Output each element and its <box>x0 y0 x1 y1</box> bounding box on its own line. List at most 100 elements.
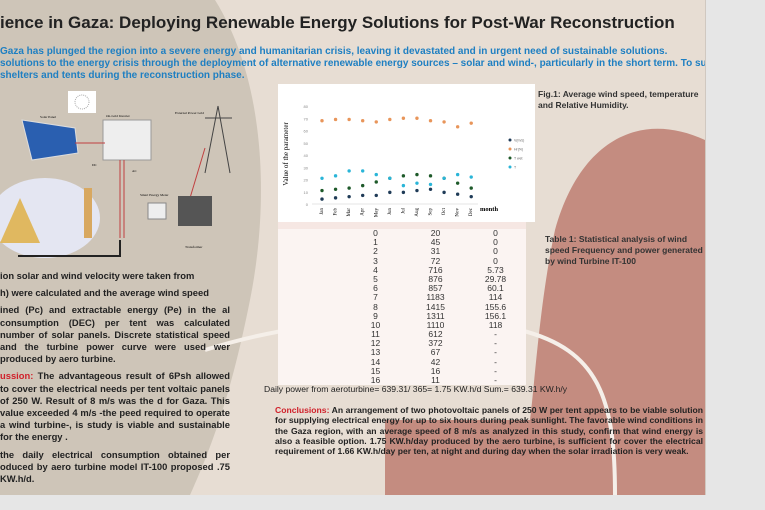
data-point <box>428 182 433 187</box>
table-cell: 1183 <box>426 292 445 303</box>
data-point <box>333 187 338 191</box>
table-row: 9 1311 156.1 <box>278 310 526 321</box>
data-point <box>320 197 324 201</box>
data-point <box>374 172 378 177</box>
table-cell: 9 <box>373 310 378 321</box>
data-point <box>469 121 473 125</box>
table-row: 1 45 0 <box>278 237 526 248</box>
label-meter: Smart Energy Meter <box>140 193 169 197</box>
table-cell <box>278 266 348 275</box>
label-solar-panel: Solar Panel <box>40 115 56 119</box>
table-cell: 11 <box>431 375 440 385</box>
table-row: 14 42 - <box>278 356 526 367</box>
x-axis-label: month <box>480 206 498 213</box>
data-point <box>428 174 433 178</box>
x-tick-label: Jan <box>320 208 325 215</box>
table-row: 10 1110 118 <box>278 319 526 330</box>
energy-meter-icon <box>147 202 167 220</box>
table-cell: 4 <box>373 264 378 275</box>
data-point <box>320 188 324 193</box>
text-span: The advantageous result of 6Psh allowed … <box>0 370 230 443</box>
y-tick-label: 50 <box>304 141 309 146</box>
data-point <box>415 181 419 185</box>
data-point <box>415 172 419 177</box>
data-point <box>360 169 365 173</box>
table-cell: 14 <box>370 356 381 367</box>
person-icon <box>84 188 92 238</box>
tent-icon <box>0 198 40 243</box>
label-inverter: On-Grid Inverter <box>106 114 131 118</box>
y-tick-label: 0 <box>306 202 309 207</box>
table-cell: 156.1 <box>484 310 507 321</box>
legend-marker <box>508 147 512 151</box>
conclusions-text: An arrangement of two photovoltaic panel… <box>275 405 703 457</box>
y-tick-label: 60 <box>304 129 309 134</box>
table-row: 7 1183 114 <box>278 293 526 302</box>
decorative-shape <box>385 128 705 495</box>
data-point <box>374 120 378 124</box>
data-point <box>374 180 378 184</box>
legend-label: T wet <box>514 157 523 161</box>
legend-label: Hr(%) <box>514 148 523 152</box>
table-header <box>278 222 526 229</box>
table-cell <box>278 348 348 357</box>
table-cell: - <box>494 356 497 367</box>
energy-system-illustration: Solar Panel On-Grid Inverter External Po… <box>0 91 232 258</box>
table-row: 11 612 - <box>278 329 526 339</box>
x-tick-label: Mar <box>347 208 352 217</box>
y-tick-label: 80 <box>304 104 309 109</box>
data-point <box>347 169 351 173</box>
table-cell: 1110 <box>426 319 445 330</box>
data-point <box>442 190 446 195</box>
table-cell: 0 <box>493 237 498 248</box>
table-cell: 16 <box>370 375 381 385</box>
data-point <box>415 188 419 193</box>
table-cell: 857 <box>428 283 443 294</box>
methods-results-text: ion solar and wind velocity were taken f… <box>0 270 230 490</box>
table-cell: - <box>494 347 497 358</box>
table-cell <box>278 321 348 330</box>
data-point <box>360 119 365 123</box>
x-tick-label: Aug <box>415 208 420 217</box>
table-row: 15 16 - <box>278 365 526 376</box>
table-cell <box>278 339 348 348</box>
table-cell: 716 <box>428 264 443 275</box>
table-cell: 372 <box>428 338 443 349</box>
table-cell: 16 <box>430 365 441 376</box>
results-paragraph: ussion: The advantageous result of 6Psh … <box>0 370 230 443</box>
table-cell: 10 <box>370 319 381 330</box>
data-point <box>333 196 338 200</box>
table-cell: 5.73 <box>487 264 504 275</box>
table-cell: 0 <box>493 255 498 266</box>
data-point <box>333 117 338 122</box>
table-caption: Table 1: Statistical analysis of wind sp… <box>545 234 703 266</box>
data-point <box>442 176 446 180</box>
table-row: 8 1415 155.6 <box>278 302 526 312</box>
table-cell: 0 <box>493 246 498 257</box>
x-tick-label: Apr <box>361 208 366 216</box>
text-paragraph: the daily electrical consumption obtaine… <box>0 448 230 485</box>
y-axis-label: Value of the parameter <box>282 122 290 186</box>
table-cell: 1 <box>373 237 378 248</box>
data-point <box>401 116 406 120</box>
table-cell: 12 <box>370 338 381 349</box>
table-cell <box>278 284 348 293</box>
table-cell: 1311 <box>426 310 445 321</box>
table-row: 13 67 - <box>278 348 526 357</box>
data-point <box>388 176 392 180</box>
label-ac: AC <box>132 169 138 173</box>
y-tick-label: 20 <box>304 178 309 183</box>
table-cell: 5 <box>373 273 378 284</box>
transformer-icon <box>178 196 212 226</box>
label-dc: DC <box>92 163 98 167</box>
table-cell: 6 <box>373 283 378 294</box>
intro-line: shelters and tents during the reconstruc… <box>0 70 245 81</box>
legend-label: T <box>514 166 517 170</box>
table-cell <box>278 257 348 266</box>
data-point <box>415 116 419 120</box>
x-tick-label: Oct <box>442 207 447 215</box>
scatter-chart: Value of the parameter 0 10 20 30 40 50 60 70 80 J… <box>278 84 535 222</box>
x-tick-label: Sep <box>429 208 434 216</box>
x-tick-label: Jul <box>401 207 406 213</box>
table-row: 2 31 0 <box>278 247 526 256</box>
